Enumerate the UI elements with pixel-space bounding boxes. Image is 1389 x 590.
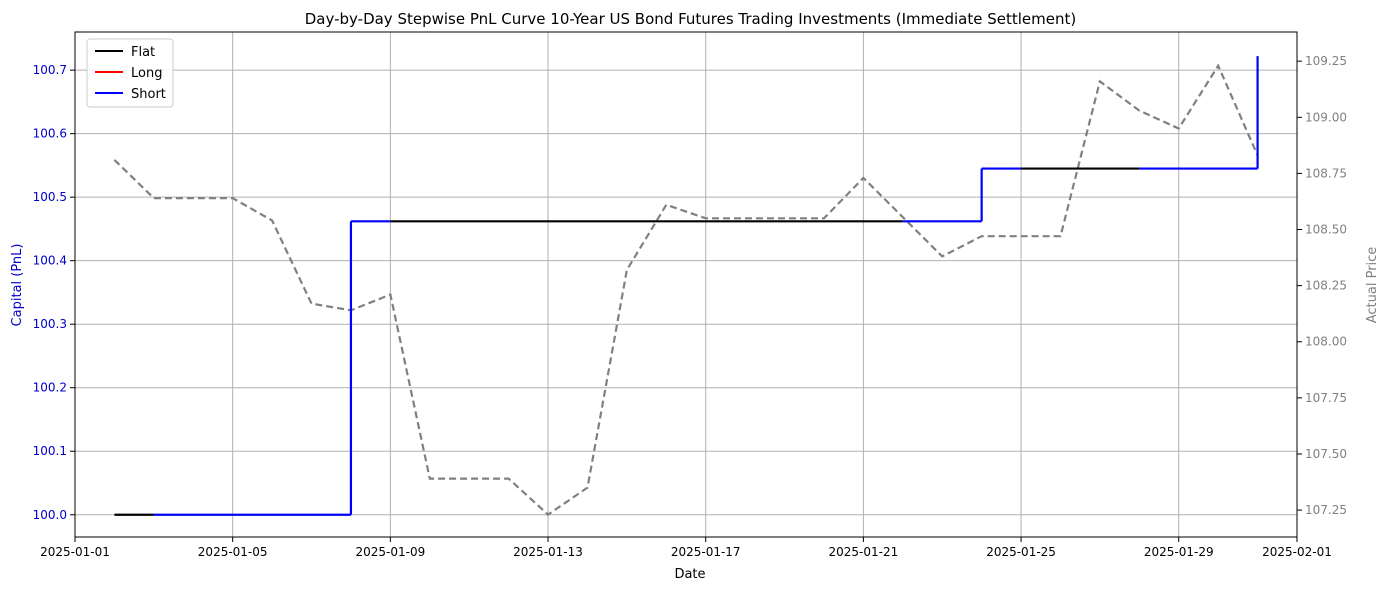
left-tick-label: 100.2 — [33, 381, 67, 395]
right-tick-label: 107.75 — [1305, 391, 1347, 405]
x-tick-label: 2025-01-25 — [986, 545, 1056, 559]
left-tick-label: 100.7 — [33, 63, 67, 77]
left-tick-label: 100.6 — [33, 127, 67, 141]
x-tick-label: 2025-02-01 — [1262, 545, 1332, 559]
legend: Flat Long Short — [86, 38, 174, 108]
right-tick-label: 108.25 — [1305, 279, 1347, 293]
left-tick-label: 100.0 — [33, 508, 67, 522]
price-line — [113, 63, 1259, 516]
right-tick-label: 108.00 — [1305, 335, 1347, 349]
legend-box — [86, 38, 174, 108]
right-tick-label: 108.50 — [1305, 223, 1347, 237]
legend-label-short: Short — [131, 87, 166, 102]
left-axis-ticks: 100.0 100.1 100.2 100.3 100.4 100.5 100.6 100.7 — [33, 63, 75, 522]
price-series — [113, 63, 1259, 516]
right-axis-ticks: 107.25 107.50 107.75 108.00 108.25 108.50 108.… — [1297, 54, 1347, 517]
legend-label-long: Long — [131, 66, 162, 81]
right-tick-label: 107.25 — [1305, 503, 1347, 517]
right-tick-label: 107.50 — [1305, 447, 1347, 461]
left-tick-label: 100.1 — [33, 444, 67, 458]
plot-frame — [74, 31, 1298, 538]
chart-title: Day-by-Day Stepwise PnL Curve 10-Year US… — [305, 10, 1077, 28]
x-tick-label: 2025-01-01 — [40, 545, 110, 559]
x-tick-label: 2025-01-17 — [671, 545, 741, 559]
x-axis-label: Date — [674, 567, 705, 582]
x-tick-label: 2025-01-21 — [829, 545, 899, 559]
left-tick-label: 100.3 — [33, 317, 67, 331]
right-tick-label: 109.25 — [1305, 54, 1347, 68]
x-tick-label: 2025-01-05 — [198, 545, 268, 559]
right-tick-label: 109.00 — [1305, 110, 1347, 124]
x-tick-label: 2025-01-13 — [513, 545, 583, 559]
right-tick-label: 108.75 — [1305, 166, 1347, 180]
grid-lines — [74, 32, 1298, 537]
x-tick-label: 2025-01-29 — [1144, 545, 1214, 559]
left-tick-label: 100.5 — [33, 190, 67, 204]
pnl-series — [114, 56, 1259, 516]
right-axis-label: Actual Price — [1365, 247, 1380, 324]
x-axis-ticks: 2025-01-01 2025-01-05 2025-01-09 2025-01-13… — [40, 537, 1332, 559]
left-axis-label: Capital (PnL) — [10, 244, 25, 327]
legend-label-flat: Flat — [131, 45, 155, 60]
left-tick-label: 100.4 — [33, 254, 67, 268]
x-tick-label: 2025-01-09 — [355, 545, 425, 559]
